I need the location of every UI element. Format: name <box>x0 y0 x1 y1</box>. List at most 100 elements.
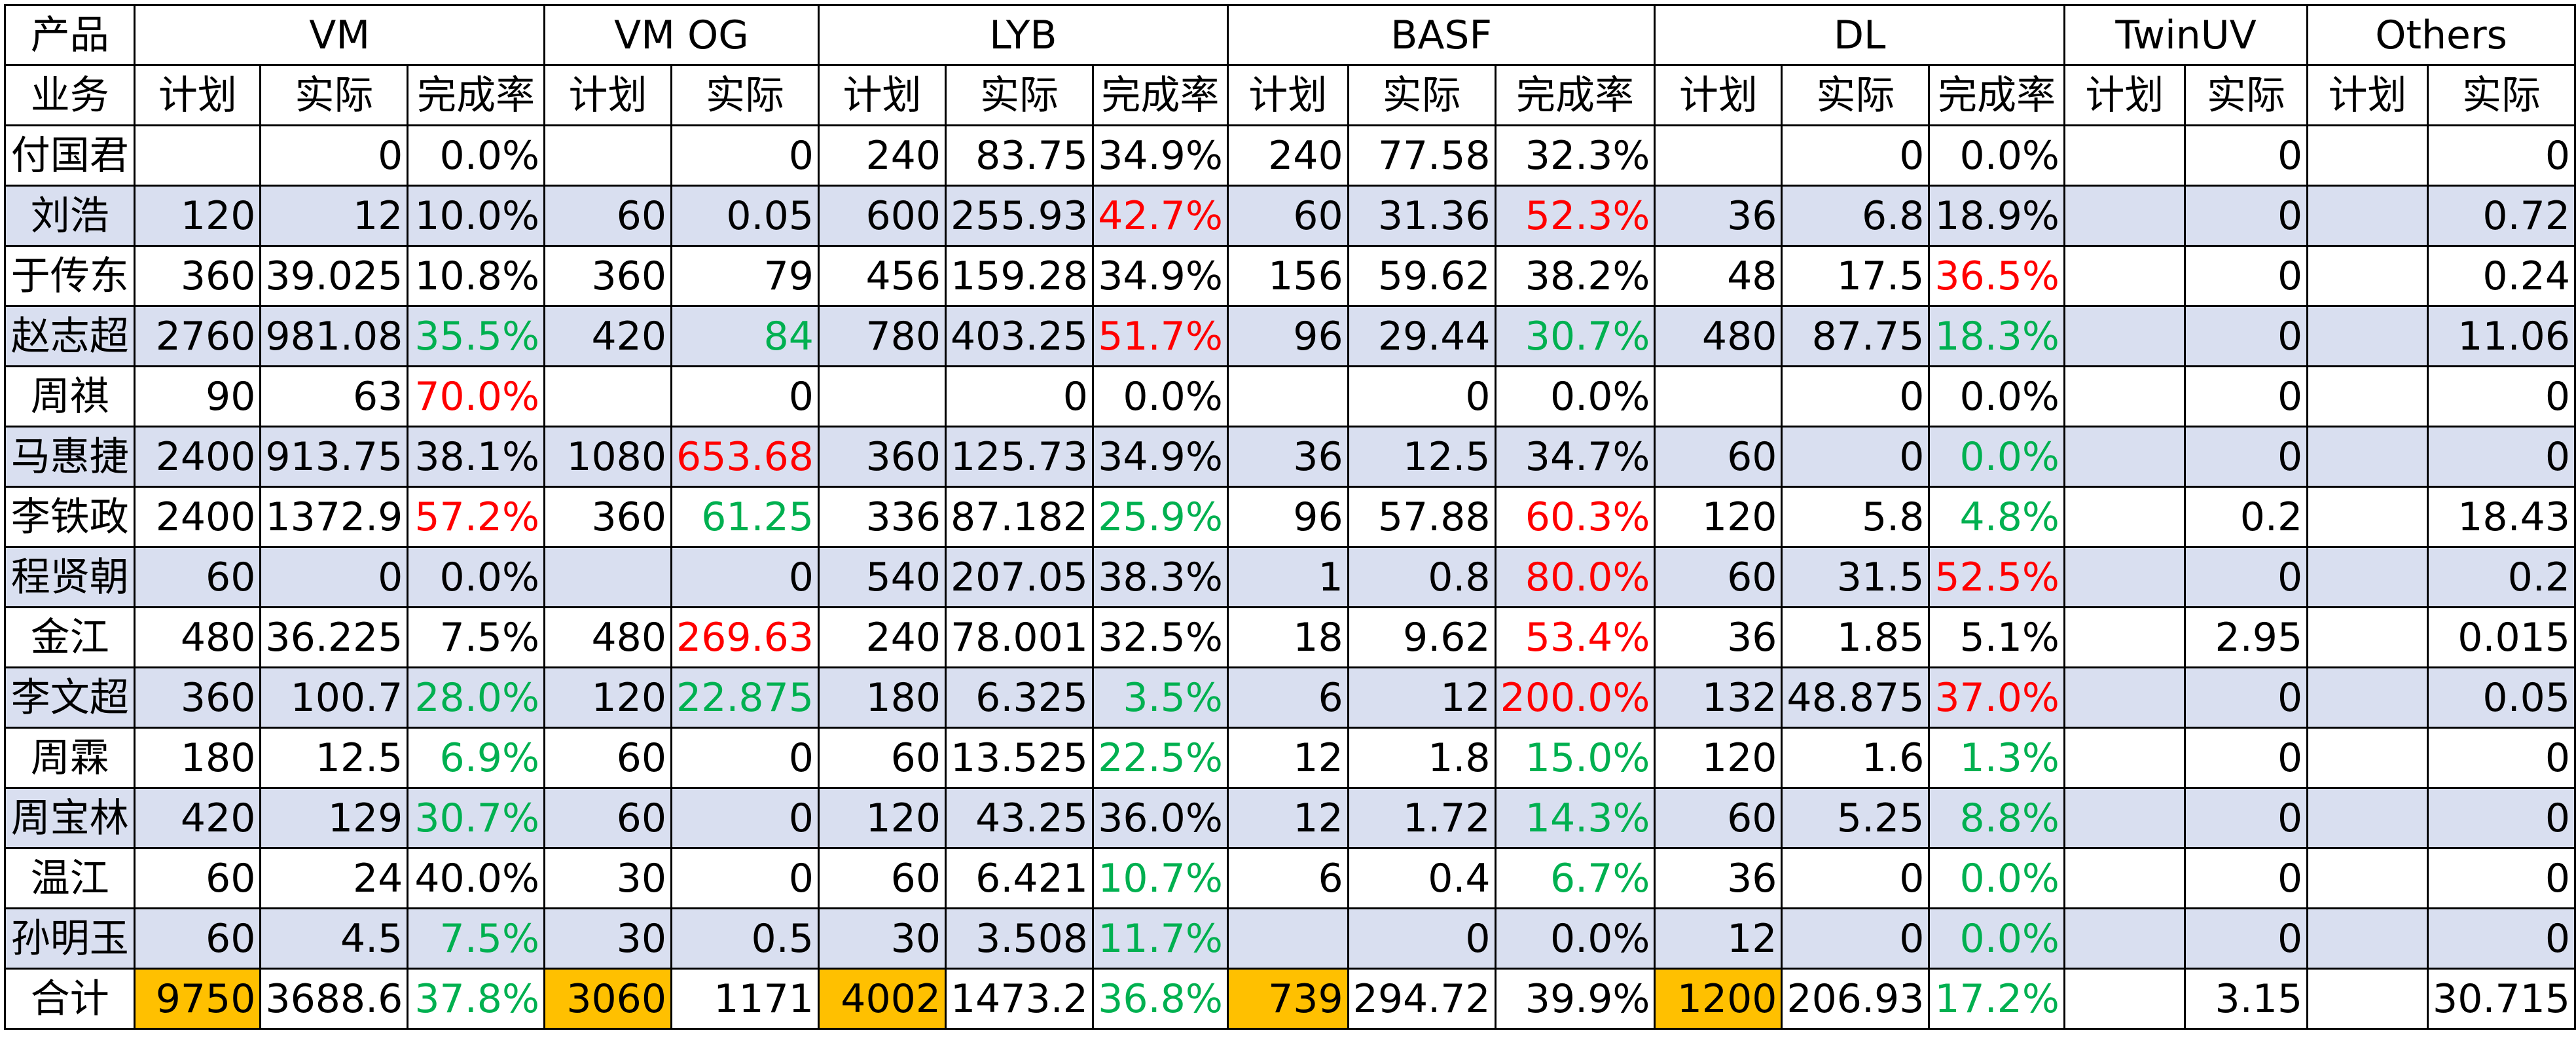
table-row: 金江 480 36.225 7.5% 480 269.63 240 78.001 32.5% 18… <box>3 606 2576 668</box>
data-cell: 30 <box>817 907 947 970</box>
data-cell: 0 <box>2183 787 2309 849</box>
data-cell: 0.24 <box>2426 245 2576 307</box>
data-cell: 255.93 <box>945 185 1094 247</box>
data-cell: 1171 <box>670 968 820 1030</box>
data-cell: 36.5% <box>1928 245 2065 307</box>
data-cell: 48 <box>1654 245 1783 307</box>
data-cell: 60 <box>817 847 947 909</box>
data-cell: 11.06 <box>2426 305 2576 367</box>
data-cell: 12 <box>259 185 409 247</box>
data-cell: 6 <box>1226 847 1349 909</box>
data-cell: 77.58 <box>1347 124 1497 187</box>
data-cell: 360 <box>134 245 262 307</box>
data-cell: 480 <box>543 606 673 668</box>
data-cell <box>2306 787 2429 849</box>
data-cell: 1 <box>1226 546 1349 608</box>
data-cell: 0.0% <box>1494 365 1656 428</box>
data-cell: 206.93 <box>1781 968 1931 1030</box>
data-cell: 60 <box>1654 426 1783 488</box>
data-cell: 34.9% <box>1091 124 1229 187</box>
column-subheader: 完成率 <box>1928 64 2065 126</box>
data-cell <box>2306 727 2429 789</box>
data-cell: 0 <box>2183 124 2309 187</box>
data-cell: 0.0% <box>1494 907 1656 970</box>
data-cell <box>2063 847 2186 909</box>
data-cell: 3688.6 <box>259 968 409 1030</box>
data-cell: 12 <box>1226 787 1349 849</box>
data-cell <box>2063 185 2186 247</box>
data-cell: 0.0% <box>1928 124 2065 187</box>
data-cell: 96 <box>1226 486 1349 548</box>
data-cell: 40.0% <box>407 847 545 909</box>
data-cell: 0 <box>259 546 409 608</box>
data-cell: 0.0% <box>1928 365 2065 428</box>
data-cell: 360 <box>817 426 947 488</box>
data-cell: 80.0% <box>1494 546 1656 608</box>
corner-label-business: 业务 <box>3 64 136 126</box>
data-cell: 57.2% <box>407 486 545 548</box>
data-cell: 90 <box>134 365 262 428</box>
column-subheader: 完成率 <box>1494 64 1656 126</box>
data-cell: 0 <box>2426 907 2576 970</box>
data-cell: 42.7% <box>1091 185 1229 247</box>
table-row: 于传东 360 39.025 10.8% 360 79 456 159.28 34.9% 156 5… <box>3 245 2576 307</box>
corner-label-product: 产品 <box>3 4 136 66</box>
data-cell <box>2063 727 2186 789</box>
data-cell: 129 <box>259 787 409 849</box>
data-cell: 5.25 <box>1781 787 1931 849</box>
total-row: 合计 9750 3688.6 37.8% 3060 1171 4002 1473.2 36.8%… <box>3 968 2576 1030</box>
row-name-cell: 马惠捷 <box>3 426 136 488</box>
column-subheader: 完成率 <box>407 64 545 126</box>
data-cell: 12 <box>1226 727 1349 789</box>
data-cell: 0 <box>2183 185 2309 247</box>
data-cell: 600 <box>817 185 947 247</box>
data-cell: 63 <box>259 365 409 428</box>
product-group-header: TwinUV <box>2063 4 2309 66</box>
data-cell: 0 <box>2183 426 2309 488</box>
data-cell <box>134 124 262 187</box>
data-cell <box>2063 245 2186 307</box>
data-cell: 0.0% <box>1928 907 2065 970</box>
column-subheader: 计划 <box>2063 64 2186 126</box>
table-row: 赵志超 2760 981.08 35.5% 420 84 780 403.25 51.7% 96 2… <box>3 305 2576 367</box>
data-cell: 120 <box>817 787 947 849</box>
data-cell: 32.5% <box>1091 606 1229 668</box>
data-cell: 34.9% <box>1091 245 1229 307</box>
data-cell: 12 <box>1654 907 1783 970</box>
data-cell: 0 <box>2183 365 2309 428</box>
column-subheader: 计划 <box>2306 64 2429 126</box>
table-row: 刘浩 120 12 10.0% 60 0.05 600 255.93 42.7% 60 31.36 5… <box>3 185 2576 247</box>
row-name-cell: 温江 <box>3 847 136 909</box>
data-cell: 0.05 <box>670 185 820 247</box>
row-name-cell: 付国君 <box>3 124 136 187</box>
data-cell: 9.62 <box>1347 606 1497 668</box>
row-name-cell: 孙明玉 <box>3 907 136 970</box>
column-subheader: 实际 <box>2426 64 2576 126</box>
data-cell: 0 <box>1347 907 1497 970</box>
data-cell <box>2306 245 2429 307</box>
column-subheader: 计划 <box>134 64 262 126</box>
data-cell: 22.875 <box>670 666 820 729</box>
data-cell: 240 <box>817 124 947 187</box>
data-cell: 0 <box>1781 365 1931 428</box>
data-cell: 120 <box>134 185 262 247</box>
data-cell <box>2063 486 2186 548</box>
data-cell: 360 <box>134 666 262 729</box>
data-cell: 29.44 <box>1347 305 1497 367</box>
data-cell <box>2063 426 2186 488</box>
data-cell: 125.73 <box>945 426 1094 488</box>
data-cell: 0.2 <box>2183 486 2309 548</box>
data-cell: 11.7% <box>1091 907 1229 970</box>
data-cell: 36 <box>1654 606 1783 668</box>
data-cell: 4.5 <box>259 907 409 970</box>
data-cell: 1473.2 <box>945 968 1094 1030</box>
data-cell: 36 <box>1654 185 1783 247</box>
table-row: 温江 60 24 40.0% 30 0 60 6.421 10.7% 6 0.4 6.7% 36 0 0.0… <box>3 847 2576 909</box>
data-cell: 0 <box>670 365 820 428</box>
data-cell: 403.25 <box>945 305 1094 367</box>
product-header-row: 产品 VM VM OG LYB BASF DL TwinUV Others <box>3 4 2576 66</box>
data-cell: 10.0% <box>407 185 545 247</box>
data-cell: 36.225 <box>259 606 409 668</box>
data-cell: 3.15 <box>2183 968 2309 1030</box>
data-cell: 1372.9 <box>259 486 409 548</box>
